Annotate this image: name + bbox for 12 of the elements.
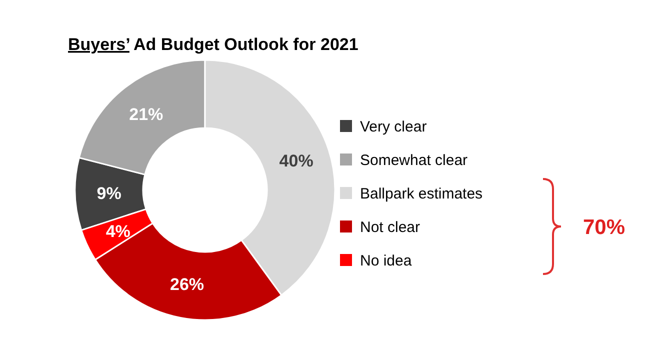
data-label: 40% — [279, 151, 314, 170]
legend-label: Somewhat clear — [360, 152, 468, 169]
data-label: 21% — [129, 105, 164, 124]
legend-label: No idea — [360, 252, 412, 270]
legend-label: Ballpark estimates — [360, 185, 483, 202]
legend-label: Not clear — [360, 218, 420, 236]
data-label: 9% — [96, 184, 122, 203]
data-label: 4% — [106, 222, 130, 241]
legend-label: Very clear — [360, 118, 427, 136]
chart-title: Buyers’ Ad Budget Outlook for 2021 — [68, 35, 358, 54]
data-label: 26% — [170, 275, 204, 294]
text: 70% — [583, 216, 626, 239]
